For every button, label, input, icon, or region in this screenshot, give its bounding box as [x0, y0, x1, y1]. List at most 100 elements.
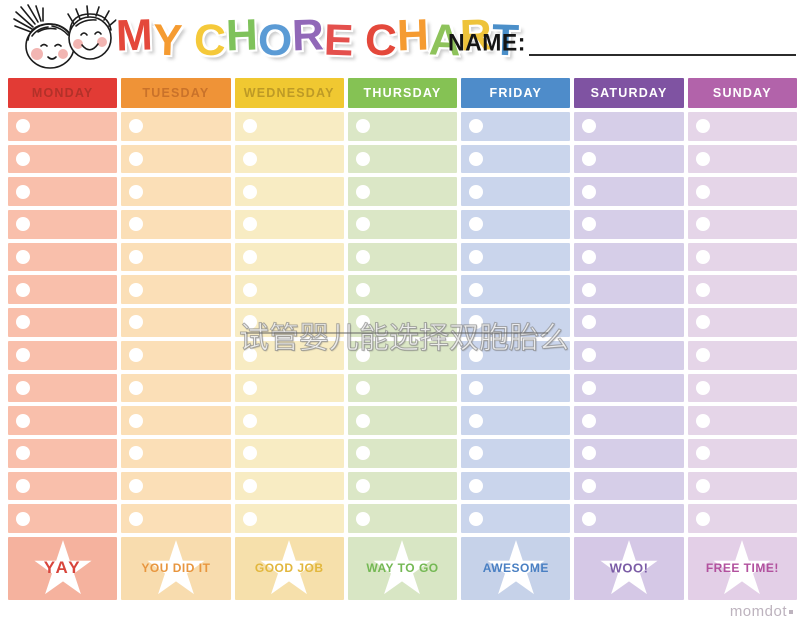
- chore-checkbox[interactable]: [582, 119, 597, 134]
- chore-checkbox[interactable]: [16, 348, 30, 363]
- chore-checkbox[interactable]: [695, 511, 710, 526]
- chore-checkbox[interactable]: [695, 152, 710, 167]
- chore-checkbox[interactable]: [16, 119, 30, 134]
- chore-checkbox[interactable]: [16, 380, 30, 395]
- chore-checkbox[interactable]: [582, 315, 597, 330]
- chore-checkbox[interactable]: [469, 348, 484, 363]
- chore-checkbox[interactable]: [129, 380, 144, 395]
- chore-checkbox[interactable]: [242, 119, 257, 134]
- chore-checkbox[interactable]: [129, 119, 144, 134]
- chore-checkbox[interactable]: [469, 119, 484, 134]
- chore-checkbox[interactable]: [242, 282, 257, 297]
- chore-checkbox[interactable]: [469, 152, 484, 167]
- chore-checkbox[interactable]: [242, 184, 257, 199]
- chore-checkbox[interactable]: [129, 511, 144, 526]
- chore-checkbox[interactable]: [16, 217, 30, 232]
- chore-checkbox[interactable]: [129, 282, 144, 297]
- chore-checkbox[interactable]: [582, 413, 597, 428]
- chore-checkbox[interactable]: [582, 184, 597, 199]
- chore-checkbox[interactable]: [695, 348, 710, 363]
- chore-checkbox[interactable]: [469, 250, 484, 265]
- chore-checkbox[interactable]: [695, 446, 710, 461]
- star-icon: [600, 540, 658, 595]
- chore-checkbox[interactable]: [469, 315, 484, 330]
- chore-cell: [347, 210, 458, 239]
- chore-checkbox[interactable]: [129, 152, 144, 167]
- chore-checkbox[interactable]: [16, 315, 30, 330]
- chore-checkbox[interactable]: [695, 184, 710, 199]
- chore-checkbox[interactable]: [355, 478, 370, 493]
- chore-checkbox[interactable]: [695, 413, 710, 428]
- chore-checkbox[interactable]: [355, 184, 370, 199]
- chore-checkbox[interactable]: [16, 184, 30, 199]
- chore-checkbox[interactable]: [469, 478, 484, 493]
- chore-checkbox[interactable]: [469, 184, 484, 199]
- chore-cell: [347, 112, 458, 141]
- chore-checkbox[interactable]: [242, 478, 257, 493]
- chore-cell: [574, 210, 684, 239]
- chore-checkbox[interactable]: [129, 348, 144, 363]
- chore-checkbox[interactable]: [129, 478, 144, 493]
- chore-checkbox[interactable]: [582, 478, 597, 493]
- chore-checkbox[interactable]: [242, 315, 257, 330]
- name-input-line[interactable]: [528, 28, 796, 56]
- chore-checkbox[interactable]: [129, 315, 144, 330]
- chore-checkbox[interactable]: [16, 413, 30, 428]
- chore-checkbox[interactable]: [129, 413, 144, 428]
- chore-checkbox[interactable]: [355, 217, 370, 232]
- chore-checkbox[interactable]: [582, 217, 597, 232]
- chore-cell: [234, 112, 344, 141]
- chore-checkbox[interactable]: [242, 413, 257, 428]
- chore-checkbox[interactable]: [355, 119, 370, 134]
- chore-checkbox[interactable]: [695, 380, 710, 395]
- chore-checkbox[interactable]: [355, 511, 370, 526]
- chore-checkbox[interactable]: [242, 511, 257, 526]
- chore-checkbox[interactable]: [16, 446, 30, 461]
- chore-checkbox[interactable]: [129, 217, 144, 232]
- chore-checkbox[interactable]: [16, 152, 30, 167]
- chore-checkbox[interactable]: [355, 282, 370, 297]
- chore-checkbox[interactable]: [582, 511, 597, 526]
- chore-checkbox[interactable]: [16, 511, 30, 526]
- chore-checkbox[interactable]: [355, 348, 370, 363]
- chore-checkbox[interactable]: [355, 380, 370, 395]
- chore-checkbox[interactable]: [469, 217, 484, 232]
- chore-checkbox[interactable]: [129, 446, 144, 461]
- chore-checkbox[interactable]: [355, 152, 370, 167]
- chore-checkbox[interactable]: [129, 250, 144, 265]
- chore-checkbox[interactable]: [469, 380, 484, 395]
- chore-checkbox[interactable]: [242, 217, 257, 232]
- chore-checkbox[interactable]: [16, 478, 30, 493]
- chore-checkbox[interactable]: [355, 446, 370, 461]
- chore-cell: [687, 210, 797, 239]
- chore-checkbox[interactable]: [582, 446, 597, 461]
- chore-checkbox[interactable]: [695, 250, 710, 265]
- chore-checkbox[interactable]: [469, 511, 484, 526]
- chore-checkbox[interactable]: [469, 282, 484, 297]
- chore-checkbox[interactable]: [582, 250, 597, 265]
- chore-checkbox[interactable]: [469, 446, 484, 461]
- chore-checkbox[interactable]: [695, 119, 710, 134]
- chore-checkbox[interactable]: [16, 250, 30, 265]
- chore-checkbox[interactable]: [695, 315, 710, 330]
- chore-checkbox[interactable]: [582, 348, 597, 363]
- chore-checkbox[interactable]: [582, 380, 597, 395]
- chore-checkbox[interactable]: [582, 282, 597, 297]
- chore-cell: [8, 210, 118, 239]
- chore-checkbox[interactable]: [242, 380, 257, 395]
- chore-checkbox[interactable]: [695, 282, 710, 297]
- chore-checkbox[interactable]: [582, 152, 597, 167]
- chore-checkbox[interactable]: [242, 348, 257, 363]
- chore-checkbox[interactable]: [242, 152, 257, 167]
- chore-checkbox[interactable]: [469, 413, 484, 428]
- chore-checkbox[interactable]: [355, 250, 370, 265]
- chore-checkbox[interactable]: [695, 217, 710, 232]
- chore-checkbox[interactable]: [129, 184, 144, 199]
- chore-checkbox[interactable]: [242, 446, 257, 461]
- chore-checkbox[interactable]: [355, 413, 370, 428]
- star-icon: [147, 540, 205, 595]
- chore-checkbox[interactable]: [355, 315, 370, 330]
- chore-checkbox[interactable]: [242, 250, 257, 265]
- chore-checkbox[interactable]: [695, 478, 710, 493]
- chore-checkbox[interactable]: [16, 282, 30, 297]
